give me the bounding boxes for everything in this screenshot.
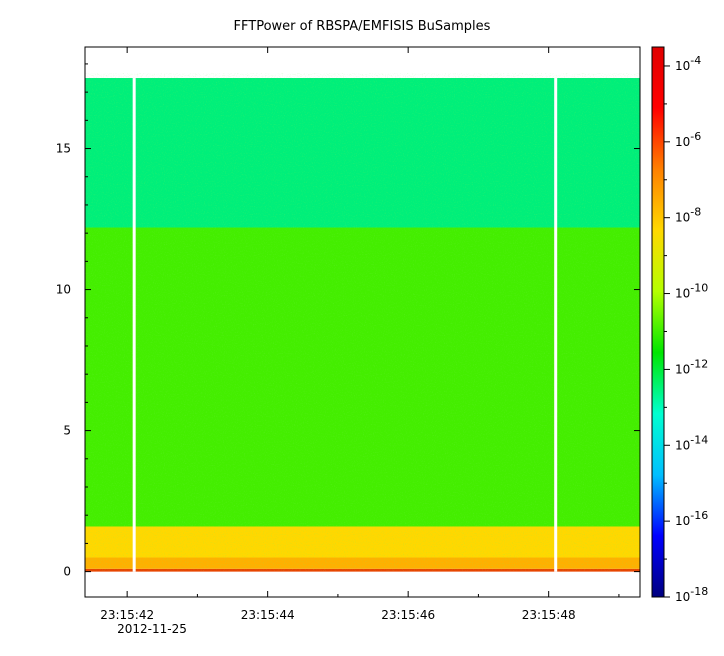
colorbar-tick-label: 10-14: [675, 433, 708, 452]
colorbar-tick-label: 10-12: [675, 357, 708, 376]
x-tick-label: 23:15:42: [100, 608, 154, 622]
colorbar-gradient: [652, 47, 664, 597]
x-tick-label: 23:15:46: [381, 608, 435, 622]
colorbar-tick-label: 10-18: [675, 585, 708, 604]
x-axis: 2012-11-25 23:15:42 23:15:44 23:15:46 23:15…: [100, 47, 620, 636]
colorbar-tick-label: 10-16: [675, 509, 708, 528]
data-gaps: [132, 78, 558, 572]
plot-frame: [84, 46, 641, 598]
colorbar: 10-4 10-6 10-8 10-10 10-12 10-14 10-16 10-18: [651, 46, 708, 604]
y-tick-label: 0: [63, 565, 71, 579]
colorbar-frame: [651, 46, 665, 598]
spectral-noise-texture: [85, 73, 640, 571]
x-tick-label: 23:15:44: [241, 608, 295, 622]
colorbar-tick-label: 10-4: [675, 54, 701, 73]
x-date-label: 2012-11-25: [117, 622, 187, 636]
plot-area: [85, 47, 640, 597]
y-tick-label: 10: [56, 283, 71, 297]
data-gap-0: [132, 78, 136, 572]
y-tick-label: 5: [63, 424, 71, 438]
x-tick-label: 23:15:48: [522, 608, 576, 622]
colorbar-tick-label: 10-10: [675, 282, 708, 301]
y-axis: 0 5 10 15: [56, 63, 640, 579]
data-gap-1: [554, 78, 558, 572]
y-tick-label: 15: [56, 142, 71, 156]
colorbar-ticks: 10-4 10-6 10-8 10-10 10-12 10-14 10-16 10-18: [664, 54, 708, 604]
colorbar-tick-label: 10-8: [675, 206, 701, 225]
colorbar-tick-label: 10-6: [675, 130, 701, 149]
chart-title: FFTPower of RBSPA/EMFISIS BuSamples: [234, 19, 491, 34]
